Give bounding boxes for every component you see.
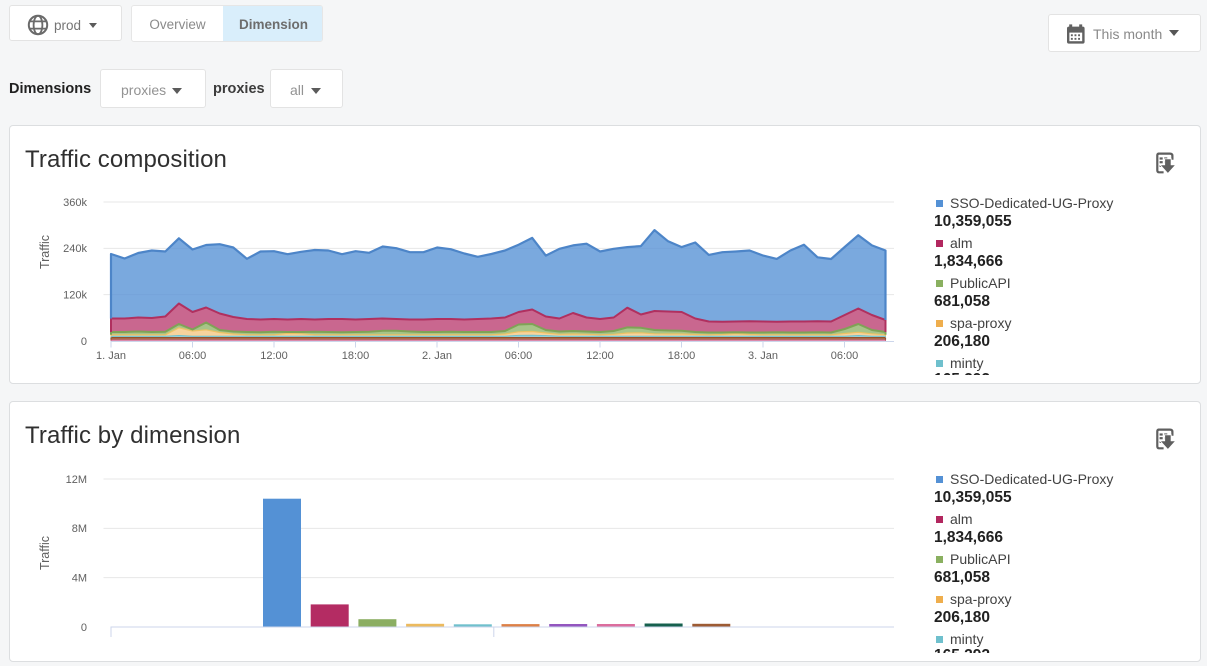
- svg-text:360k: 360k: [63, 197, 87, 209]
- svg-text:Traffic: Traffic: [38, 536, 52, 570]
- svg-text:0: 0: [81, 622, 87, 634]
- svg-text:120k: 120k: [63, 289, 87, 301]
- svg-text:06:00: 06:00: [505, 350, 533, 362]
- svg-text:3. Jan: 3. Jan: [748, 350, 778, 362]
- svg-text:18:00: 18:00: [342, 350, 370, 362]
- svg-text:06:00: 06:00: [179, 350, 207, 362]
- svg-text:06:00: 06:00: [831, 350, 859, 362]
- svg-text:Traffic: Traffic: [38, 235, 52, 269]
- svg-text:12M: 12M: [66, 474, 87, 486]
- svg-text:8M: 8M: [72, 523, 87, 535]
- svg-text:1. Jan: 1. Jan: [96, 350, 126, 362]
- svg-text:12:00: 12:00: [586, 350, 614, 362]
- svg-text:4M: 4M: [72, 572, 87, 584]
- svg-text:240k: 240k: [63, 243, 87, 255]
- svg-text:2. Jan: 2. Jan: [422, 350, 452, 362]
- svg-text:18:00: 18:00: [668, 350, 696, 362]
- svg-text:12:00: 12:00: [260, 350, 288, 362]
- svg-text:0: 0: [81, 336, 87, 348]
